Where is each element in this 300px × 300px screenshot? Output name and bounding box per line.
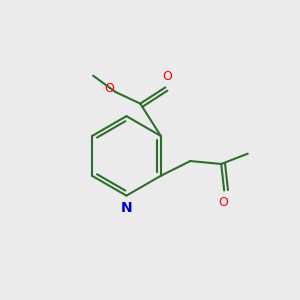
Text: O: O — [162, 70, 172, 83]
Text: O: O — [218, 196, 228, 209]
Text: N: N — [121, 201, 132, 215]
Text: O: O — [104, 82, 114, 95]
